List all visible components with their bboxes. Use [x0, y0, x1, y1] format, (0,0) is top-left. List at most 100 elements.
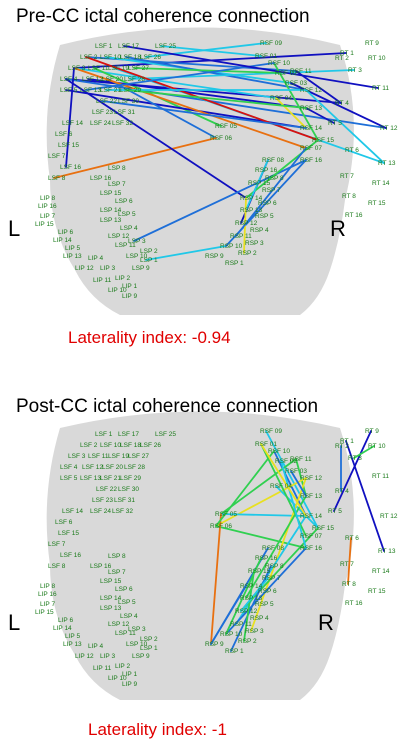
electrode-label: RSP 8 [265, 563, 284, 570]
electrode-label: RSP 15 [248, 568, 271, 575]
electrode-label: LIP 14 [53, 625, 72, 632]
electrode-label: RSP 16 [255, 555, 278, 562]
coherence-edge [215, 525, 307, 549]
coherence-edge [101, 100, 307, 129]
electrode-label: LSF 10 [100, 54, 121, 61]
coherence-edge [225, 547, 307, 635]
electrode-label: LSF 21 [100, 87, 121, 94]
electrode-label: LSF 20 [102, 464, 123, 471]
electrode-label: RSF 10 [268, 448, 290, 455]
electrode-label: RSF 16 [300, 157, 322, 164]
electrode-label: RSF 14 [300, 513, 322, 520]
electrode-label: RSP 3 [245, 628, 264, 635]
electrode-label: RSP 12 [235, 608, 258, 615]
electrode-label: LIP 2 [115, 275, 130, 282]
electrode-label: RSP 10 [220, 631, 243, 638]
electrode-label: LSF 3 [68, 453, 86, 460]
coherence-connections-post [210, 430, 385, 652]
electrode-label: RT 6 [345, 535, 359, 542]
electrode-label: RSP 2 [238, 638, 257, 645]
electrode-labels-pre: LSF 1 LSF 17 LSF 25 LSF 2 LSF 10 LSF 18 LSF 26… [35, 40, 398, 300]
electrode-label: LSF 26 [140, 54, 161, 61]
electrode-label: LIP 13 [63, 253, 82, 260]
left-hemisphere-label: L [8, 610, 20, 635]
electrode-label: RSP 11 [230, 621, 252, 628]
electrode-label: RSP 1 [225, 260, 244, 267]
electrode-label: RT 3 [348, 67, 362, 74]
electrode-label: RT 6 [345, 147, 359, 154]
electrode-label: LSP 2 [140, 636, 158, 643]
electrode-label: RT 13 [378, 160, 396, 167]
electrode-label: RT 4 [335, 488, 349, 495]
electrode-label: RSP 2 [238, 250, 257, 257]
electrode-label: LIP 4 [88, 255, 103, 262]
electrode-label: LSP 11 [115, 630, 136, 637]
laterality-index: Laterality index: -1 [88, 720, 227, 739]
electrode-label: LSP 1 [140, 645, 158, 652]
coherence-edge [145, 245, 227, 261]
electrode-label: LSF 12 [82, 76, 103, 83]
electrode-label: LSP 3 [128, 238, 146, 245]
coherence-edge [215, 450, 275, 527]
electrode-label: LSF 18 [120, 442, 141, 449]
electrode-label: LSP 4 [120, 225, 138, 232]
coherence-edge [305, 89, 385, 164]
electrode-label: RT 9 [365, 40, 379, 47]
panel-title: Pre-CC ictal coherence connection [16, 6, 310, 27]
coherence-edge [240, 527, 319, 612]
electrode-label: LSP 4 [120, 613, 138, 620]
electrode-label: LSP 5 [118, 599, 136, 606]
coherence-edge [265, 430, 319, 529]
electrode-label: LSP 6 [115, 198, 133, 205]
electrode-labels-post: LSF 1 LSF 17 LSF 25 LSF 2 LSF 10 LSF 18 LSF 26… [35, 428, 398, 688]
electrode-label: RT 12 [380, 513, 398, 520]
electrode-label: LIP 12 [75, 653, 94, 660]
electrode-label: LSF 18 [120, 54, 141, 61]
electrode-label: LSP 9 [132, 265, 150, 272]
electrode-label: RT 1 [340, 50, 354, 57]
electrode-label: RT 15 [368, 200, 386, 207]
electrode-label: RSF 13 [300, 105, 322, 112]
electrode-label: RT 15 [368, 588, 386, 595]
electrode-label: LSP 10 [126, 641, 148, 648]
electrode-label: LSP 16 [90, 563, 112, 570]
electrode-label: RSF 01 [255, 53, 277, 60]
electrode-label: LSF 14 [62, 120, 83, 127]
electrode-label: LIP 11 [93, 277, 112, 284]
electrode-label: RT 14 [372, 568, 390, 575]
electrode-label: RSF 05 [215, 123, 237, 130]
electrode-label: RSP 9 [205, 641, 224, 648]
electrode-label: LSF 30 [118, 486, 139, 493]
electrode-label: LSF 8 [48, 563, 66, 570]
electrode-label: RSF 08 [262, 545, 284, 552]
electrode-label: LSP 10 [126, 253, 148, 260]
electrode-label: LSF 24 [90, 508, 111, 515]
electrode-label: LSP 7 [108, 569, 126, 576]
electrode-label: LSF 19 [108, 453, 129, 460]
electrode-label: LIP 1 [122, 283, 137, 290]
electrode-label: LSF 15 [58, 142, 79, 149]
electrode-label: LSP 15 [100, 190, 122, 197]
electrode-label: LSP 15 [100, 578, 122, 585]
electrode-label: LSF 4 [60, 464, 78, 471]
electrode-label: LSF 4 [60, 76, 78, 83]
electrode-label: RSF 14 [300, 125, 322, 132]
electrode-label: LSF 20 [102, 76, 123, 83]
electrode-label: RT 5 [328, 120, 342, 127]
coherence-edge [235, 147, 307, 237]
right-hemisphere-label: R [318, 610, 334, 635]
electrode-label: LSF 29 [120, 475, 141, 482]
coherence-edge [125, 56, 307, 91]
electrode-label: RSF 03 [285, 80, 307, 87]
electrode-label: LSF 25 [155, 431, 176, 438]
electrode-label: LSF 10 [100, 442, 121, 449]
electrode-label: RSF 04 [270, 483, 292, 490]
electrode-label: LSP 14 [100, 595, 122, 602]
coherence-edge [53, 137, 217, 179]
electrode-label: RT 2 [335, 55, 349, 62]
left-hemisphere-label: L [8, 216, 20, 241]
laterality-index: Laterality index: -0.94 [68, 328, 231, 347]
electrode-label: RT 1 [340, 438, 354, 445]
electrode-label: LIP 11 [93, 665, 112, 672]
